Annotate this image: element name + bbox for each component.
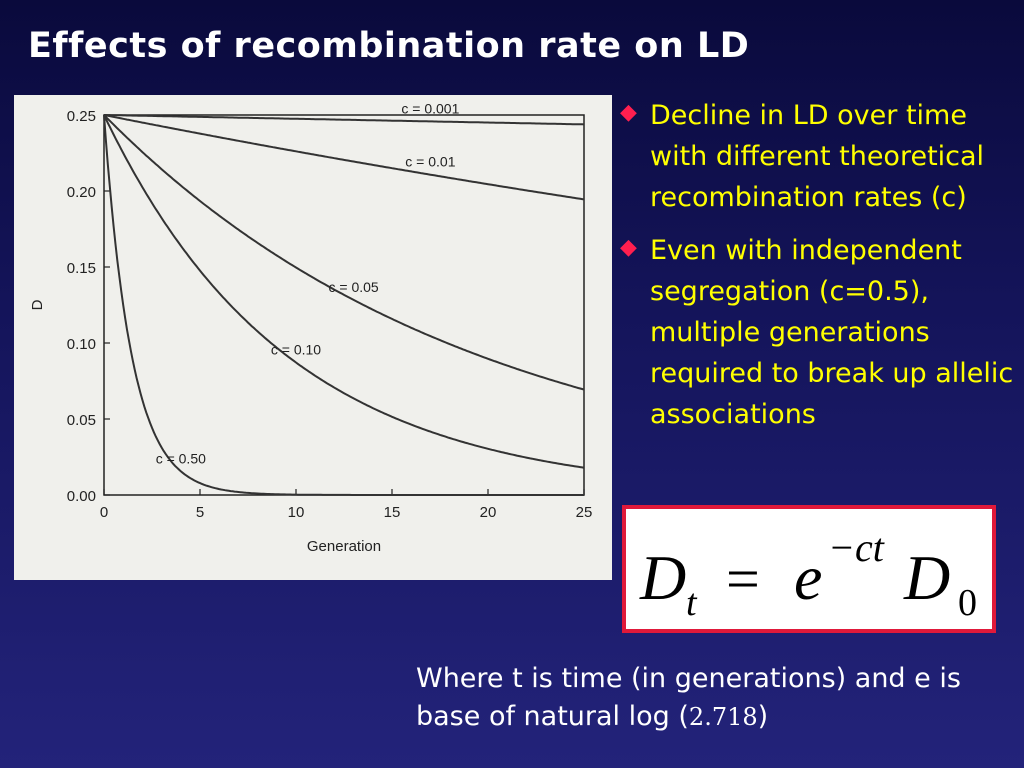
y-axis-label: D xyxy=(29,299,46,310)
series-label-3: c = 0.10 xyxy=(271,342,321,358)
series-line-2 xyxy=(103,114,585,391)
diamond-icon: ◆ xyxy=(620,100,637,125)
series-line-1 xyxy=(103,114,585,201)
ld-decay-chart: 0.00 0.05 0.10 0.15 0.20 0.25 0 5 10 15 20 25 Genera… xyxy=(14,95,612,580)
series-label-4: c = 0.50 xyxy=(156,450,206,466)
bullet-list: ◆ Decline in LD over time with different… xyxy=(616,95,1024,447)
diamond-icon: ◆ xyxy=(620,235,637,260)
series-line-0 xyxy=(104,114,585,126)
footnote-value: 2.718 xyxy=(688,703,758,731)
formula-rhs-sub: 0 xyxy=(958,582,977,624)
x-tick-label: 25 xyxy=(576,504,593,521)
formula-lhs-base: D xyxy=(639,542,686,613)
x-tick-label: 10 xyxy=(288,504,305,521)
x-tick-label: 5 xyxy=(196,504,204,521)
decay-formula: D t = e −ct D 0 xyxy=(639,525,977,624)
chart-svg: 0.00 0.05 0.10 0.15 0.20 0.25 0 5 10 15 20 25 Genera… xyxy=(29,100,593,555)
formula-box: D t = e −ct D 0 xyxy=(622,505,996,633)
footnote: Where t is time (in generations) and e i… xyxy=(416,660,1016,736)
footnote-text: Where t is time (in generations) and e i… xyxy=(416,663,961,732)
y-tick-label: 0.25 xyxy=(67,108,96,125)
series-label-0: c = 0.001 xyxy=(401,100,459,116)
slide-title: Effects of recombination rate on LD xyxy=(28,26,750,66)
y-tick-label: 0.15 xyxy=(67,260,96,277)
series-label-2: c = 0.05 xyxy=(328,279,378,295)
x-tick-label: 15 xyxy=(384,504,401,521)
x-tick-label: 0 xyxy=(100,504,108,521)
formula-lhs-sub: t xyxy=(686,582,698,624)
bullet-text: Even with independent segregation (c=0.5… xyxy=(650,235,1014,430)
bullet-item: ◆ Even with independent segregation (c=0… xyxy=(616,230,1024,435)
formula-rhs-base: D xyxy=(903,542,950,613)
bullet-text: Decline in LD over time with different t… xyxy=(650,100,985,213)
y-tick-label: 0.00 xyxy=(67,488,96,505)
x-axis-label: Generation xyxy=(307,538,381,555)
formula-exp-power: −ct xyxy=(828,525,885,570)
x-tick-label: 20 xyxy=(480,504,497,521)
series-line-3 xyxy=(103,114,585,469)
series-line-4 xyxy=(103,114,584,496)
y-tick-label: 0.10 xyxy=(67,336,96,353)
formula-exp-base: e xyxy=(794,542,822,613)
y-tick-label: 0.20 xyxy=(67,184,96,201)
y-tick-label: 0.05 xyxy=(67,412,96,429)
series-label-1: c = 0.01 xyxy=(405,154,455,170)
formula-equals: = xyxy=(726,546,760,612)
bullet-item: ◆ Decline in LD over time with different… xyxy=(616,95,1024,218)
footnote-close: ) xyxy=(757,701,769,732)
plot-frame xyxy=(103,114,585,496)
